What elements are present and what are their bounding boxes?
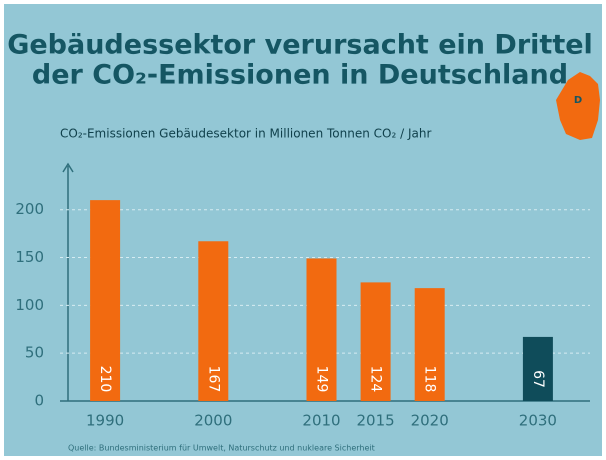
map-label: D: [574, 95, 582, 106]
data-label: 118: [422, 366, 438, 393]
x-tick-label: 1990: [86, 412, 124, 430]
bar: [306, 258, 337, 401]
data-label: 210: [97, 366, 113, 393]
x-tick-label: 2015: [357, 412, 395, 430]
chart-subtitle: CO₂-Emissionen Gebäudesektor in Millione…: [60, 127, 431, 141]
y-tick-label: 100: [15, 296, 44, 314]
bar: [414, 288, 445, 401]
y-tick-label: 0: [34, 392, 44, 410]
x-tick-label: 2030: [519, 412, 557, 430]
y-tick-label: 150: [15, 248, 44, 266]
x-tick-label: 2020: [411, 412, 449, 430]
data-label: 67: [530, 370, 546, 388]
data-label: 167: [205, 366, 221, 393]
axis-arrow: [62, 162, 74, 173]
bar: [90, 200, 121, 401]
y-tick-label: 200: [15, 200, 44, 218]
bar: [198, 241, 229, 401]
y-tick-label: 50: [25, 344, 44, 362]
x-tick-label: 2000: [194, 412, 232, 430]
chart-title: Gebäudessektor verursacht ein Drittel: [7, 30, 593, 61]
source: Quelle: Bundesministerium für Umwelt, Na…: [68, 444, 375, 453]
x-tick-label: 2010: [302, 412, 340, 430]
chart-title: der CO₂-Emissionen in Deutschland: [32, 60, 568, 91]
germany-map: [556, 72, 600, 140]
bar: [522, 336, 553, 401]
data-label: 124: [368, 366, 384, 393]
data-label: 149: [314, 366, 330, 393]
bar: [360, 282, 391, 401]
